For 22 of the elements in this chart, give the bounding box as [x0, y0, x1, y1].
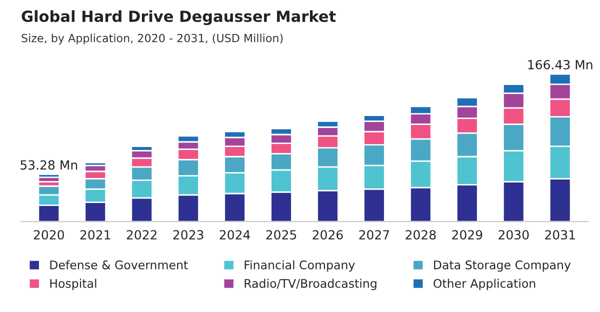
x-tick-label: 2021: [80, 230, 110, 240]
legend-label: Defense & Government: [50, 260, 188, 270]
legend-label: Financial Company: [244, 260, 355, 272]
x-tick-label: 2023: [173, 230, 204, 240]
x-tick-label: 2031: [545, 230, 575, 240]
x-tick-label: 2026: [312, 230, 343, 240]
x-tick-label: 2022: [126, 230, 156, 240]
chart-subtitle: Size, by Application, 2020 - 2031, (USD Million): [22, 34, 283, 44]
x-tick-label: 2020: [34, 230, 64, 240]
x-tick-label: 2024: [220, 230, 250, 240]
x-tick-label: 2030: [498, 230, 529, 240]
x-tick-label: 2027: [359, 230, 390, 240]
legend-label: Radio/TV/Broadcasting: [244, 278, 376, 290]
chart-title: Global Hard Drive Degausser Market: [22, 10, 336, 26]
x-tick-label: 2029: [452, 230, 482, 240]
legend-label: Data Storage Company: [434, 260, 571, 272]
legend-label: Hospital: [50, 278, 96, 290]
annotation: 166.43 Mn: [528, 60, 592, 70]
annotation: 53.28 Mn: [20, 160, 78, 170]
x-tick-label: 2028: [406, 230, 436, 240]
x-tick-label: 2025: [266, 230, 296, 240]
legend-label: Other Application: [434, 278, 536, 290]
